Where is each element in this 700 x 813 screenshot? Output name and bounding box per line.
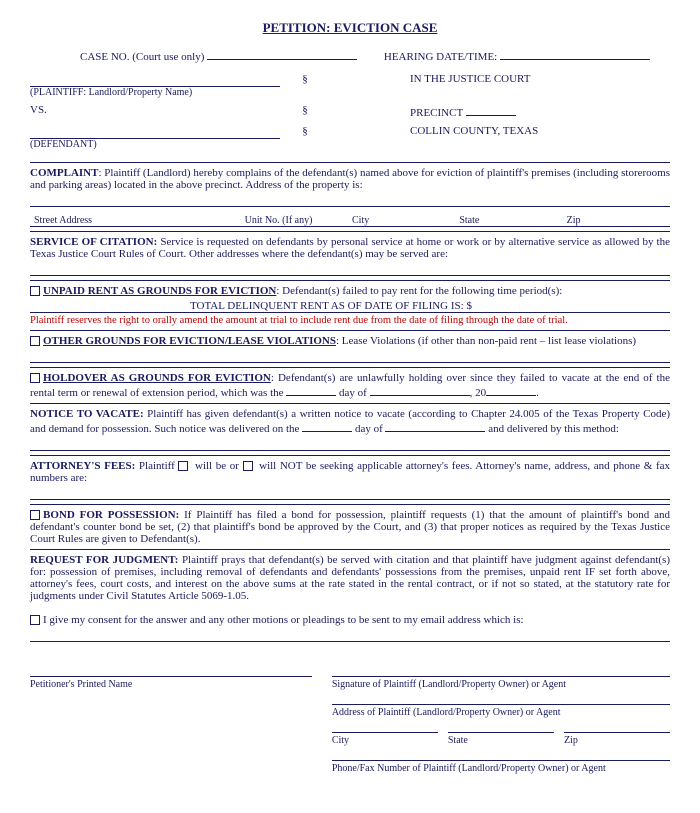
address-row: Street Address Unit No. (If any) City St… xyxy=(30,215,670,227)
total-input[interactable] xyxy=(472,297,572,309)
plaintiff-label: (PLAINTIFF: Landlord/Property Name) xyxy=(30,87,280,98)
other-text: : Lease Violations (if other than non-pa… xyxy=(336,335,636,347)
section-symbol: § xyxy=(290,125,320,150)
notice-text2: day of xyxy=(352,423,385,435)
plaintiff-input[interactable] xyxy=(30,73,280,87)
service-line[interactable] xyxy=(30,262,670,276)
parties-grid: (PLAINTIFF: Landlord/Property Name) § IN… xyxy=(30,73,670,150)
form-title: PETITION: EVICTION CASE xyxy=(30,20,670,36)
precinct-input[interactable] xyxy=(466,104,516,116)
sig-city[interactable]: City xyxy=(332,732,438,746)
unit-col: Unit No. (If any) xyxy=(241,215,348,226)
other-section: OTHER GROUNDS FOR EVICTION/LEASE VIOLATI… xyxy=(30,330,670,363)
attorney-willnot-checkbox[interactable] xyxy=(243,461,253,471)
holdover-month-input[interactable] xyxy=(370,384,470,396)
consent-checkbox[interactable] xyxy=(30,615,40,625)
holdover-day-input[interactable] xyxy=(286,384,336,396)
notice-label: NOTICE TO VACATE: xyxy=(30,408,144,420)
notice-line[interactable] xyxy=(30,437,670,451)
zip-col: Zip xyxy=(563,215,670,226)
service-section: SERVICE OF CITATION: Service is requeste… xyxy=(30,231,670,276)
holdover-text2: day of xyxy=(336,387,369,399)
holdover-section: HOLDOVER AS GROUNDS FOR EVICTION: Defend… xyxy=(30,367,670,399)
section-symbol: § xyxy=(290,73,320,98)
complaint-section: COMPLAINT: Plaintiff (Landlord) hereby c… xyxy=(30,162,670,227)
other-line[interactable] xyxy=(30,349,670,363)
notice-section: NOTICE TO VACATE: Plaintiff has given de… xyxy=(30,403,670,451)
unpaid-red-note: Plaintiff reserves the right to orally a… xyxy=(30,315,670,326)
notice-day-input[interactable] xyxy=(302,420,352,432)
holdover-text3: , 20 xyxy=(470,387,487,399)
case-no-input[interactable] xyxy=(207,48,357,60)
state-col: State xyxy=(455,215,562,226)
unpaid-text: : Defendant(s) failed to pay rent for th… xyxy=(276,285,562,297)
unpaid-label: UNPAID RENT AS GROUNDS FOR EVICTION xyxy=(43,285,276,297)
sig-zip[interactable]: Zip xyxy=(564,732,670,746)
complaint-text: : Plaintiff (Landlord) hereby complains … xyxy=(30,167,670,191)
defendant-label: (DEFENDANT) xyxy=(30,139,280,150)
consent-line[interactable] xyxy=(30,628,670,642)
case-hearing-row: CASE NO. (Court use only) HEARING DATE/T… xyxy=(30,48,670,63)
holdover-year-input[interactable] xyxy=(486,384,536,396)
case-no-label: CASE NO. (Court use only) xyxy=(80,51,204,63)
holdover-text4: . xyxy=(536,387,539,399)
bond-checkbox[interactable] xyxy=(30,510,40,520)
attorney-text1: Plaintiff xyxy=(135,460,178,472)
attorney-section: ATTORNEY'S FEES: Plaintiff will be or wi… xyxy=(30,455,670,500)
vs-label: VS. xyxy=(30,104,280,119)
other-checkbox[interactable] xyxy=(30,336,40,346)
county-label: COLLIN COUNTY, TEXAS xyxy=(330,125,670,150)
petitioner-name-line[interactable]: Petitioner's Printed Name xyxy=(30,676,312,690)
service-label: SERVICE OF CITATION: xyxy=(30,236,157,248)
bond-section: BOND FOR POSSESSION: If Plaintiff has fi… xyxy=(30,504,670,545)
consent-section: I give my consent for the answer and any… xyxy=(30,610,670,642)
request-section: REQUEST FOR JUDGMENT: Plaintiff prays th… xyxy=(30,549,670,602)
phone-plaintiff-line[interactable]: Phone/Fax Number of Plaintiff (Landlord/… xyxy=(332,760,670,774)
section-symbol: § xyxy=(290,104,320,119)
signature-area: Petitioner's Printed Name Signature of P… xyxy=(30,662,670,774)
precinct-label: PRECINCT xyxy=(410,107,463,119)
holdover-checkbox[interactable] xyxy=(30,373,40,383)
addr-plaintiff-line[interactable]: Address of Plaintiff (Landlord/Property … xyxy=(332,704,670,718)
hearing-label: HEARING DATE/TIME: xyxy=(384,51,497,63)
holdover-label: HOLDOVER AS GROUNDS FOR EVICTION xyxy=(43,372,271,384)
total-label: TOTAL DELINQUENT RENT AS OF DATE OF FILI… xyxy=(190,300,472,312)
complaint-label: COMPLAINT xyxy=(30,167,98,179)
request-label: REQUEST FOR JUDGMENT: xyxy=(30,554,178,566)
sig-state[interactable]: State xyxy=(448,732,554,746)
notice-text3: and delivered by this method: xyxy=(485,423,619,435)
court-label: IN THE JUSTICE COURT xyxy=(330,73,670,98)
attorney-label: ATTORNEY'S FEES: xyxy=(30,460,135,472)
unpaid-checkbox[interactable] xyxy=(30,286,40,296)
hearing-input[interactable] xyxy=(500,48,650,60)
consent-text: I give my consent for the answer and any… xyxy=(43,614,524,626)
city-col: City xyxy=(348,215,455,226)
bond-label: BOND FOR POSSESSION: xyxy=(43,509,179,521)
complaint-line[interactable] xyxy=(30,193,670,207)
other-label: OTHER GROUNDS FOR EVICTION/LEASE VIOLATI… xyxy=(43,335,336,347)
attorney-will-checkbox[interactable] xyxy=(178,461,188,471)
street-col: Street Address xyxy=(30,215,241,226)
attorney-text2: will be or xyxy=(191,460,242,472)
sig-plaintiff-line[interactable]: Signature of Plaintiff (Landlord/Propert… xyxy=(332,676,670,690)
defendant-input[interactable] xyxy=(30,125,280,139)
notice-month-input[interactable] xyxy=(385,420,485,432)
attorney-line[interactable] xyxy=(30,486,670,500)
unpaid-section: UNPAID RENT AS GROUNDS FOR EVICTION: Def… xyxy=(30,280,670,326)
